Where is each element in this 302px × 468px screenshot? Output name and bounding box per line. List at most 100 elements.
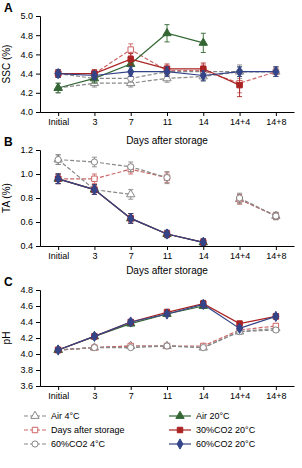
error-bar [92,174,97,184]
point [128,56,133,61]
legend-label: Days after storage [51,425,125,435]
point [127,190,135,197]
error-bar [273,328,278,333]
point [235,194,243,201]
series-line [58,50,276,84]
series-line [58,160,276,216]
y-tick-mark [36,93,40,94]
error-bar [273,212,278,219]
point [54,83,62,90]
chart: 4.0 4.2 4.4 4.6 4.8 5.0 Initial 3 7 11 14 14+4 14+8 S… [0,0,302,468]
plot-area [54,299,280,355]
point [91,345,97,351]
point [164,175,169,180]
x-tick: 14+4 [230,112,250,127]
x-tick-label: Initial [48,117,69,127]
y-tick-mark [36,112,40,113]
x-tick-mark [167,112,168,116]
y-tick: 4.6 [20,50,40,60]
x-tick-mark [94,112,95,116]
series-line [58,306,203,350]
y-tick-mark [36,35,40,36]
error-bar [92,185,97,195]
point [92,176,97,181]
y-tick-label: 3.8 [20,365,33,375]
panel: 0.40.60.81.01.2Initial37111414+414+8TA (… [1,135,295,276]
point [128,164,134,170]
series-line [58,169,276,216]
x-tick-label: 14+8 [266,251,286,261]
y-tick: 5.0 [20,11,40,21]
error-bar [165,172,170,184]
x-tick-mark [58,386,59,390]
y-tick-mark [36,354,40,355]
x-tick: 14+8 [266,386,286,401]
series [54,25,207,93]
error-bar [92,185,97,195]
legend-item: Air 20°C [169,411,230,421]
error-bar [273,212,278,219]
series-line [58,160,276,216]
point [163,28,171,35]
error-bar [201,71,206,81]
error-bar [273,67,278,77]
y-axis-title: SSC (%) [1,45,12,84]
x-tick-label: 14+4 [230,391,250,401]
x-tick: 14 [199,386,209,401]
y-tick: 1.0 [20,169,40,179]
error-bar [92,185,97,195]
point [273,213,279,219]
series-line [58,304,276,350]
error-bar [237,65,242,78]
x-tick: 11 [163,246,172,261]
y-tick-mark [36,322,40,323]
x-tick-label: 11 [163,251,172,261]
y-tick: 4.0 [20,107,40,117]
x-tick-label: 14+8 [266,117,286,127]
x-tick: 14 [199,246,209,261]
y-tick: 1.2 [20,145,40,155]
y-tick-label: 1.0 [20,169,33,179]
x-tick: 11 [163,112,172,127]
x-tick-label: 7 [129,117,134,127]
point [199,38,207,45]
series [55,67,279,81]
y-tick-label: 4.8 [20,285,33,295]
y-tick: 4.4 [20,317,40,327]
legend-label: 60%CO2 20°C [196,439,256,449]
legend-label: Air 4°C [51,411,80,421]
panel-letter: A [4,1,13,15]
error-bar [273,67,278,77]
y-axis-title: pH [1,332,12,345]
error-bar [237,67,242,77]
point [128,67,134,77]
panel-letter: B [4,135,13,149]
point [237,323,243,333]
x-tick: Initial [48,386,69,401]
legend-label: Air 20°C [196,411,230,421]
x-tick-label: 14+4 [230,251,250,261]
x-tick: 3 [92,246,97,261]
y-tick: 4.2 [20,333,40,343]
y-tick-label: 4.2 [20,88,33,98]
y-tick-mark [36,150,40,151]
y-tick-label: 4.0 [20,349,33,359]
x-tick-mark [203,246,204,250]
point [164,229,170,239]
y-tick-mark [36,290,40,291]
y-tick: 3.8 [20,365,40,375]
y-tick-mark [36,16,40,17]
x-tick-label: 14+8 [266,391,286,401]
legend-item: 60%CO2 20°C [169,439,256,449]
x-axis-title: Days after storage [126,265,208,276]
point [237,82,242,87]
error-bar [128,53,133,65]
legend-swatch-marker [176,411,184,418]
y-tick-label: 0.6 [20,217,33,227]
point [200,345,206,351]
x-tick: 14+8 [266,112,286,127]
series [55,44,278,93]
error-bar [273,212,278,219]
error-bar [56,174,61,184]
x-tick-mark [94,386,95,390]
